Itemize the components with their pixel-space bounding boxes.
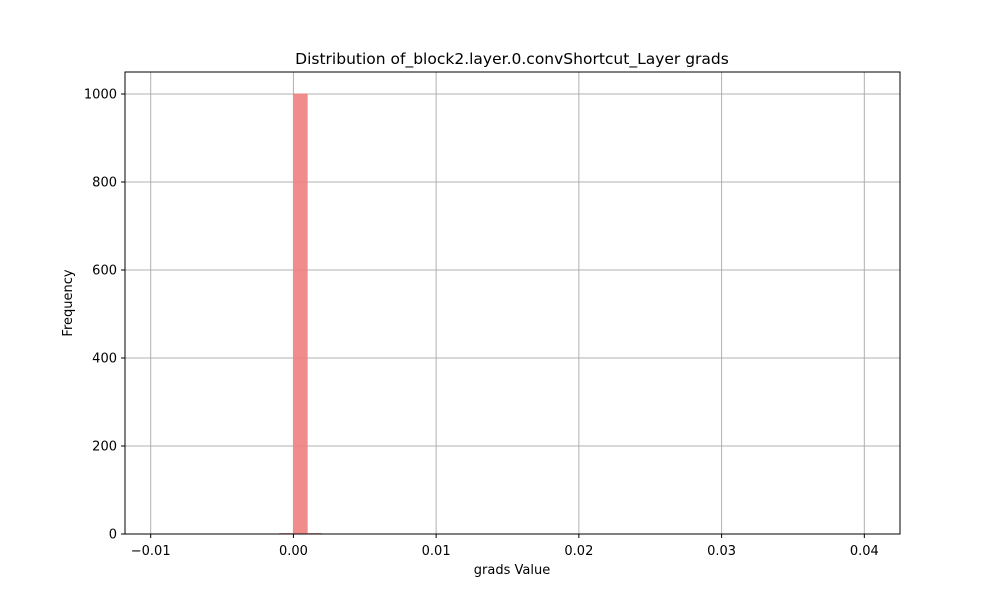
histogram-bars <box>279 93 322 534</box>
x-tick-label-5: 0.04 <box>850 544 879 559</box>
y-tick-label-4: 800 <box>92 176 117 191</box>
y-tick-label-5: 1000 <box>84 88 117 103</box>
x-tick-label-3: 0.02 <box>564 544 593 559</box>
y-tick-label-0: 0 <box>109 528 117 543</box>
plot-area-frame <box>124 71 901 535</box>
axis-ticks: −0.01 0.00 0.01 0.02 0.03 0.04 0 200 400 600 800 10… <box>84 88 879 560</box>
x-tick-label-1: 0.00 <box>279 544 308 559</box>
chart-title: Distribution of_block2.layer.0.convShort… <box>295 50 729 69</box>
x-tick-label-2: 0.01 <box>422 544 451 559</box>
y-tick-label-3: 600 <box>92 264 117 279</box>
histogram-bar-1 <box>293 93 308 534</box>
grid-lines <box>125 72 900 535</box>
x-tick-label-4: 0.03 <box>707 544 736 559</box>
y-tick-label-2: 400 <box>92 352 117 367</box>
x-tick-label-0: −0.01 <box>131 544 171 559</box>
y-tick-label-1: 200 <box>92 440 117 455</box>
y-axis-title: Frequency <box>61 269 76 336</box>
x-axis-title: grads Value <box>474 563 550 578</box>
